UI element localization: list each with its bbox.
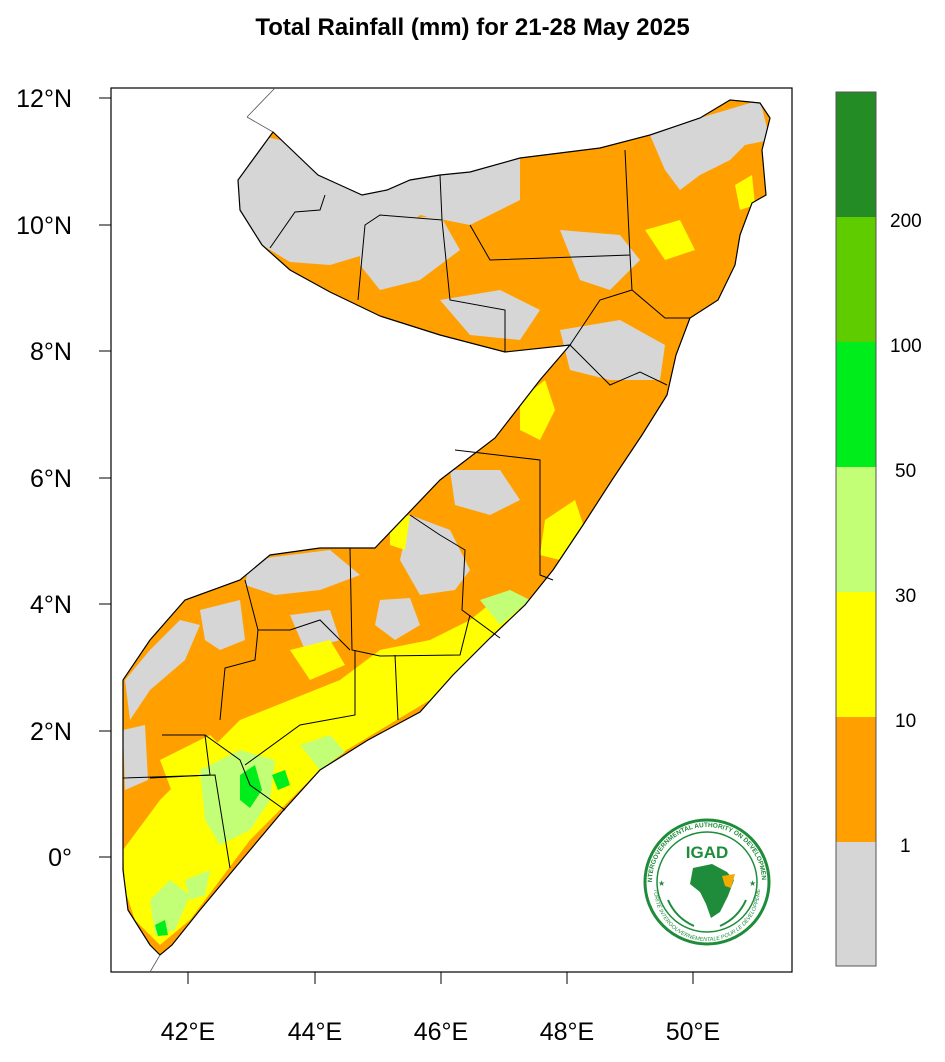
y-label-0: 0°: [48, 844, 72, 872]
lightgreen-south: [150, 880, 190, 935]
grey-west: [125, 620, 200, 720]
boundary-lower-juba: [122, 774, 231, 869]
boundary-mudug: [454, 449, 554, 581]
lightgreen-mid: [480, 590, 530, 625]
lightgreen-south-2: [185, 870, 210, 900]
rain-grey-areas: [123, 100, 770, 790]
boundary-sool: [569, 254, 633, 346]
y-label-4: 4°N: [30, 591, 72, 619]
y-label-12: 12°N: [16, 85, 72, 113]
legend-label-100: 100: [890, 336, 922, 357]
logo-star-right: ★: [749, 879, 756, 888]
legend-outline: [835, 91, 877, 967]
legend-box-10-30: [836, 592, 876, 717]
legend-label-200: 200: [890, 211, 922, 232]
logo-horn-highlight: [722, 874, 735, 888]
boundary-galgaduud: [409, 514, 501, 639]
x-label-48: 48°E: [540, 1018, 594, 1046]
color-legend: 200 100 50 30 10 1: [835, 91, 922, 967]
logo-laurel-left: [667, 899, 695, 927]
y-label-6: 6°N: [30, 465, 72, 493]
legend-box-50-100: [836, 342, 876, 467]
grey-lower-west: [123, 725, 148, 790]
grey-north-coast: [230, 130, 520, 265]
boundary-togdheer: [441, 219, 506, 352]
x-axis: 42°E 44°E 46°E 48°E 50°E: [161, 972, 720, 1046]
legend-box-below-1: [836, 842, 876, 966]
rain-yellow-areas: [123, 175, 755, 945]
kenya-border: [149, 954, 161, 973]
boundary-lower-shabelle: [244, 650, 356, 766]
rain-green-areas: [155, 765, 290, 936]
x-label-42: 42°E: [161, 1018, 215, 1046]
boundary-middle-juba: [204, 734, 286, 811]
boundary-sanaag: [469, 149, 631, 261]
grey-hiraan: [245, 550, 360, 595]
legend-label-30: 30: [895, 586, 916, 607]
lightgreen-mid-2: [300, 735, 345, 770]
logo-laurel-right: [719, 899, 747, 927]
grey-west-2: [200, 600, 245, 650]
legend-box-100-200: [836, 217, 876, 342]
yellow-northeast: [645, 220, 695, 260]
y-label-2: 2°N: [30, 718, 72, 746]
admin-boundaries: [122, 149, 690, 869]
x-label-50: 50°E: [666, 1018, 720, 1046]
boundary-bakool: [244, 579, 351, 651]
boundary-nugaal: [569, 344, 668, 386]
map-title: Total Rainfall (mm) for 21-28 May 2025: [255, 14, 690, 41]
legend-box-200-plus: [836, 92, 876, 217]
logo-igad-text: IGAD: [686, 843, 729, 862]
y-label-10: 10°N: [16, 212, 72, 240]
logo-star-left: ★: [658, 879, 665, 888]
y-label-8: 8°N: [30, 338, 72, 366]
boundary-awdal: [269, 194, 326, 249]
legend-label-50: 50: [895, 461, 916, 482]
legend-box-1-10: [836, 717, 876, 842]
green-patch-2: [272, 770, 290, 790]
grey-north-central: [360, 215, 460, 290]
green-patch-3: [155, 920, 168, 936]
grey-northeast-2: [560, 230, 640, 290]
boundary-middle-shabelle: [394, 654, 399, 721]
yellow-mid-1: [290, 640, 345, 680]
grey-mid: [450, 470, 520, 515]
grey-central-band: [560, 320, 665, 380]
yellow-south: [123, 600, 520, 945]
boundary-bay: [219, 629, 259, 721]
yellow-coast-lower: [540, 500, 585, 560]
somalia-outline: [122, 99, 771, 956]
legend-label-10: 10: [895, 711, 916, 732]
boundary-bari: [631, 289, 690, 319]
grey-patch-1: [375, 598, 420, 640]
boundary-hiraan: [349, 547, 471, 657]
grey-center: [400, 515, 470, 595]
x-label-46: 46°E: [414, 1018, 468, 1046]
yellow-southwest: [160, 735, 235, 800]
grey-patch-2: [290, 610, 340, 650]
green-patch-1: [240, 765, 262, 808]
boundary-woqooyi: [357, 174, 443, 301]
legend-label-1: 1: [900, 836, 911, 857]
legend-box-30-50: [836, 467, 876, 592]
yellow-east: [735, 175, 755, 210]
x-label-44: 44°E: [288, 1018, 342, 1046]
djibouti-border: [246, 87, 276, 133]
grey-northeast: [650, 100, 770, 190]
y-axis: 12°N 10°N 8°N 6°N 4°N 2°N 0°: [16, 85, 111, 872]
